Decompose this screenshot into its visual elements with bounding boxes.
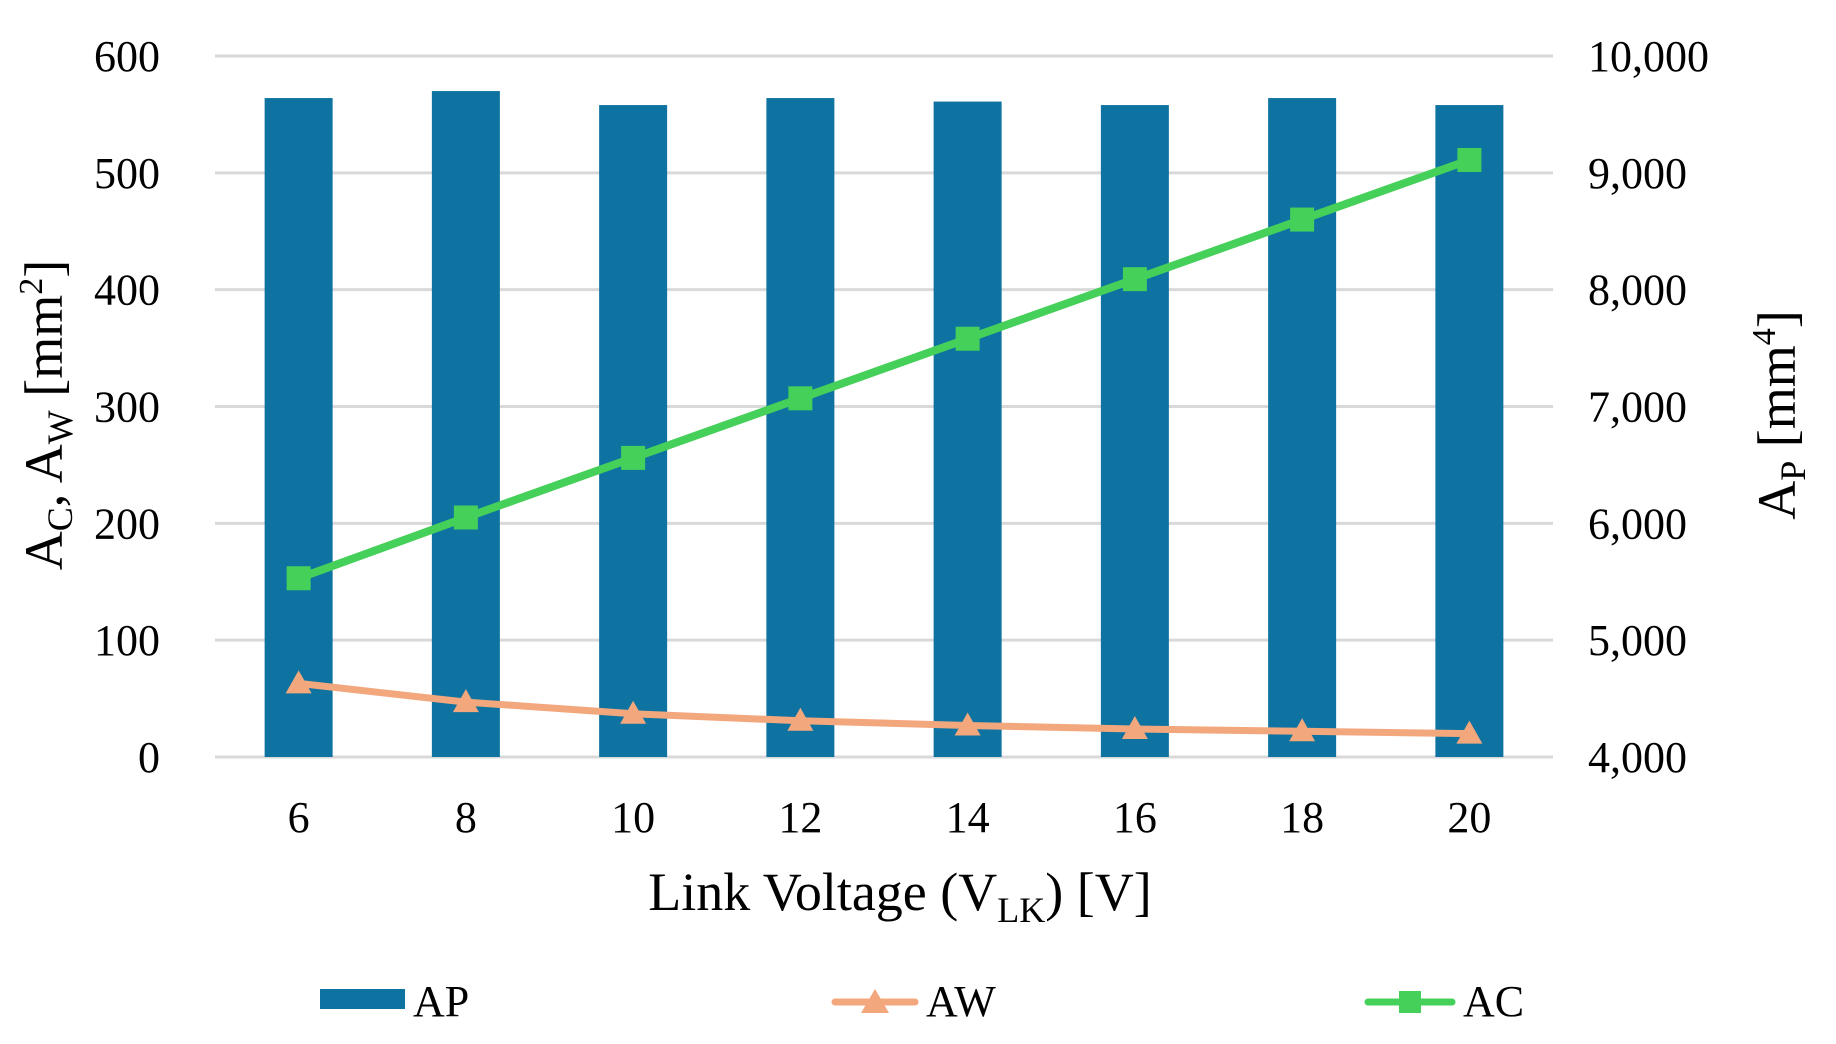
bar-series-ap <box>264 91 1504 758</box>
right-tick-label: 8,000 <box>1588 266 1687 315</box>
legend-swatch-ap <box>320 989 405 1009</box>
x-tick-label: 8 <box>455 793 477 842</box>
x-tick-label: 6 <box>288 793 310 842</box>
right-tick-label: 6,000 <box>1588 499 1687 548</box>
right-tick-label: 9,000 <box>1588 149 1687 198</box>
marker-aw <box>1289 718 1316 742</box>
right-axis-title: AP [mm4] <box>1746 310 1813 520</box>
left-tick-label: 200 <box>94 499 160 548</box>
right-tick-label: 5,000 <box>1588 616 1687 665</box>
marker-ac <box>1290 207 1315 232</box>
left-tick-label: 300 <box>94 383 160 432</box>
marker-ac <box>286 566 311 591</box>
marker-aw <box>787 707 814 731</box>
line-series <box>285 147 1483 744</box>
marker-aw <box>452 689 479 713</box>
left-tick-label: 600 <box>94 32 160 81</box>
legend-label-ac: AC <box>1463 977 1524 1026</box>
x-tick-label: 10 <box>611 793 655 842</box>
marker-ac <box>1457 147 1482 172</box>
left-tick-label: 100 <box>94 616 160 665</box>
marker-ac <box>453 505 478 530</box>
legend-label-ap: AP <box>413 977 469 1026</box>
marker-aw <box>620 700 647 724</box>
line-aw <box>295 679 1473 738</box>
legend-label-aw: AW <box>926 977 996 1026</box>
right-tick-label: 10,000 <box>1588 32 1709 81</box>
bar-ap <box>1100 105 1169 757</box>
x-axis-ticks: 6 8 10 12 14 16 18 20 <box>288 793 1492 842</box>
bar-ap <box>599 105 668 757</box>
legend-marker-ac <box>1399 991 1421 1013</box>
x-tick-label: 18 <box>1280 793 1324 842</box>
left-tick-label: 400 <box>94 266 160 315</box>
bar-ap <box>431 91 500 758</box>
bar-ap <box>766 98 835 757</box>
line-ac <box>294 155 1474 583</box>
bar-ap <box>264 98 333 757</box>
left-tick-label: 500 <box>94 149 160 198</box>
x-tick-label: 12 <box>778 793 822 842</box>
bar-ap <box>1435 105 1504 757</box>
x-tick-label: 20 <box>1447 793 1491 842</box>
left-tick-label: 0 <box>138 733 160 782</box>
bar-ap <box>1268 98 1337 757</box>
x-tick-label: 16 <box>1113 793 1157 842</box>
x-axis-title: Link Voltage (VLK) [V] <box>648 862 1151 930</box>
legend-marker-aw <box>861 989 889 1013</box>
marker-aw <box>285 670 312 694</box>
left-axis-ticks: 0 100 200 300 400 500 600 <box>94 32 160 782</box>
marker-ac <box>1122 267 1147 292</box>
right-axis-ticks: 4,000 5,000 6,000 7,000 8,000 9,000 10,000 <box>1588 32 1709 782</box>
x-tick-label: 14 <box>946 793 990 842</box>
right-tick-label: 4,000 <box>1588 733 1687 782</box>
right-tick-label: 7,000 <box>1588 383 1687 432</box>
gridlines <box>215 54 1553 759</box>
left-axis-title: AC, AW [mm2] <box>13 260 80 571</box>
marker-aw <box>954 712 981 736</box>
marker-ac <box>621 445 646 470</box>
marker-ac <box>788 386 813 411</box>
legend: AP AW AC <box>320 977 1524 1026</box>
marker-ac <box>955 326 980 351</box>
marker-aw <box>1121 715 1148 739</box>
marker-aw <box>1456 720 1483 744</box>
bar-ap <box>933 101 1002 757</box>
